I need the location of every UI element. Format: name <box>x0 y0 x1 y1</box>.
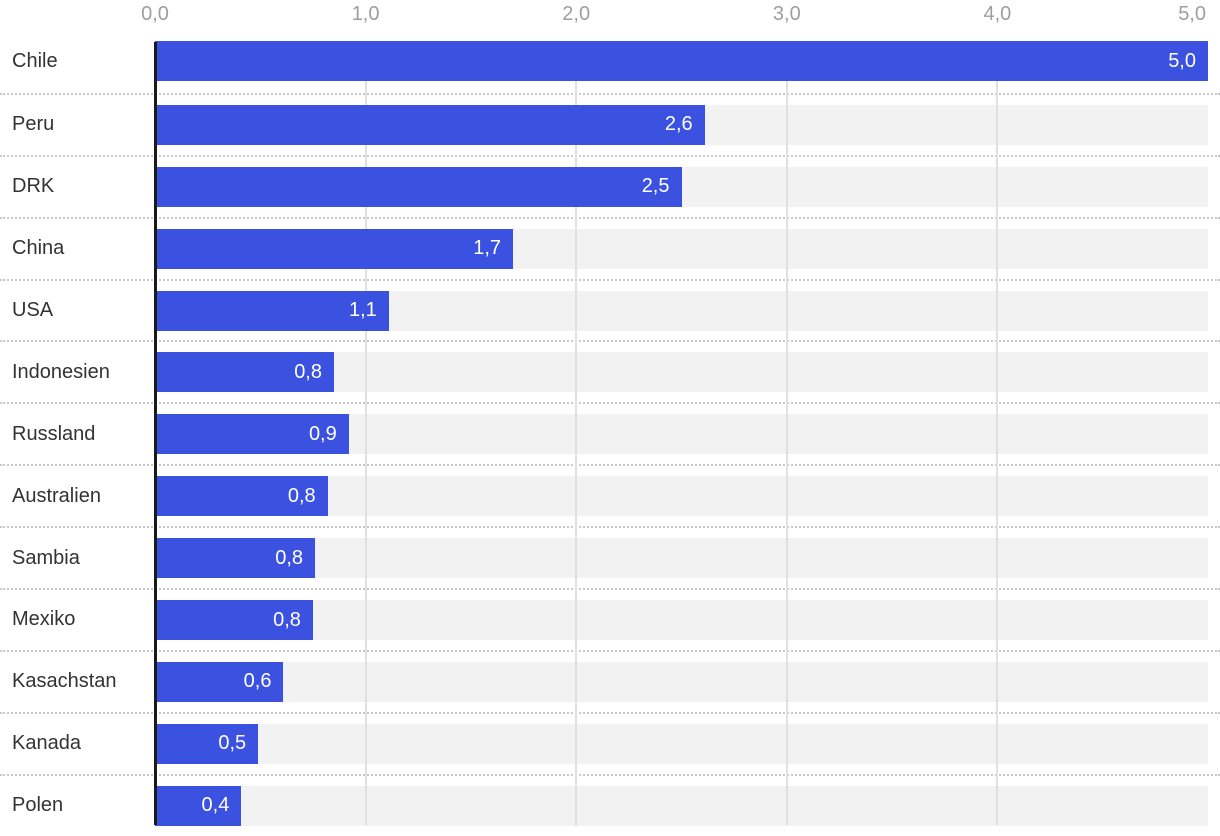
value-bar[interactable]: 0,4 <box>155 785 242 826</box>
category-label: China <box>12 237 65 260</box>
x-axis-tick-label: 0,0 <box>141 3 169 25</box>
plot-cell: 0,9 <box>155 404 1208 464</box>
x-axis-tick-label: 3,0 <box>772 3 801 25</box>
chart-row: Peru 2,6 <box>0 92 1220 155</box>
plot-cell: 0,5 <box>155 714 1208 774</box>
value-bar[interactable]: 0,8 <box>155 352 334 393</box>
category-label: DRK <box>12 175 55 198</box>
bar-track <box>155 538 1208 579</box>
value-bar[interactable]: 0,8 <box>155 600 313 641</box>
bar-track <box>155 785 1208 826</box>
value-bar[interactable]: 1,1 <box>155 290 389 331</box>
category-label: Kasachstan <box>12 670 117 693</box>
bar-track <box>155 661 1208 702</box>
plot-cell: 1,1 <box>155 281 1208 341</box>
value-bar[interactable]: 0,5 <box>155 723 259 764</box>
plot-cell: 0,4 <box>155 776 1208 836</box>
x-axis-tick-label: 5,0 <box>1178 3 1206 25</box>
plot-cell: 0,6 <box>155 652 1208 712</box>
chart-row: Indonesien 0,8 <box>0 340 1220 402</box>
value-bar[interactable]: 1,7 <box>155 228 514 269</box>
value-bar[interactable]: 0,8 <box>155 538 316 579</box>
category-label: Indonesien <box>12 360 110 383</box>
value-bar[interactable]: 0,9 <box>155 414 349 455</box>
chart-row: China 1,7 <box>0 216 1220 279</box>
category-label: Mexiko <box>12 608 76 631</box>
chart-row: Sambia 0,8 <box>0 526 1220 588</box>
value-label: 5,0 <box>1168 49 1196 72</box>
category-label: Australien <box>12 484 101 507</box>
chart-row: DRK 2,5 <box>0 154 1220 217</box>
plot-cell: 0,8 <box>155 590 1208 650</box>
value-label: 0,4 <box>201 794 230 817</box>
value-label: 0,9 <box>308 422 337 445</box>
x-axis-tick-label: 2,0 <box>562 3 591 25</box>
plot-cell: 0,8 <box>155 466 1208 526</box>
value-label: 1,1 <box>348 299 377 322</box>
plot-cell: 5,0 <box>155 31 1208 93</box>
value-label: 0,8 <box>294 360 322 383</box>
plot-cell: 0,8 <box>155 528 1208 588</box>
x-axis-tick-label: 1,0 <box>351 3 380 25</box>
value-label: 2,6 <box>664 113 693 136</box>
category-label: USA <box>12 299 54 321</box>
value-bar[interactable]: 2,5 <box>155 166 682 207</box>
bar-track <box>155 476 1208 517</box>
category-label: Kanada <box>12 732 81 755</box>
chart-row: Chile 5,0 <box>0 31 1220 93</box>
value-label: 0,6 <box>243 670 272 693</box>
chart-row: Mexiko 0,8 <box>0 588 1220 650</box>
value-bar[interactable]: 0,6 <box>155 661 284 702</box>
value-bar[interactable]: 2,6 <box>155 104 705 145</box>
value-label: 2,5 <box>641 175 670 198</box>
value-bar[interactable]: 0,8 <box>155 476 328 517</box>
plot-cell: 2,6 <box>155 95 1208 155</box>
x-axis: 0,0 1,0 2,0 3,0 4,0 5,0 <box>141 0 1208 31</box>
value-label: 1,7 <box>473 237 502 260</box>
chart-row: Kanada 0,5 <box>0 711 1220 774</box>
value-label: 0,8 <box>275 546 304 569</box>
category-label: Peru <box>12 113 55 136</box>
bar-track <box>155 600 1208 641</box>
chart-row: Australien 0,8 <box>0 464 1220 526</box>
x-axis-tick-label: 4,0 <box>983 3 1012 25</box>
value-bar[interactable]: 5,0 <box>155 41 1208 81</box>
value-label: 0,5 <box>218 732 247 755</box>
category-label: Russland <box>12 422 96 445</box>
value-label: 0,8 <box>287 484 316 507</box>
plot-cell: 1,7 <box>155 219 1208 279</box>
chart-row: Kasachstan 0,6 <box>0 649 1220 712</box>
bar-track <box>155 723 1208 764</box>
category-label: Polen <box>12 794 64 817</box>
value-label: 0,8 <box>273 608 301 631</box>
chart-row: Polen 0,4 <box>0 773 1220 836</box>
category-label: Sambia <box>12 546 80 569</box>
chart-row: USA 1,1 <box>0 278 1220 341</box>
plot-cell: 2,5 <box>155 157 1208 217</box>
plot-cell: 0,8 <box>155 342 1208 402</box>
category-label: Chile <box>12 50 58 73</box>
chart-rows: Chile 5,0 Peru 2,6 DRK 2,5 China 1,7 USA 1,1 Indon… <box>0 31 1220 836</box>
chart-row: Russland 0,9 <box>0 402 1220 464</box>
